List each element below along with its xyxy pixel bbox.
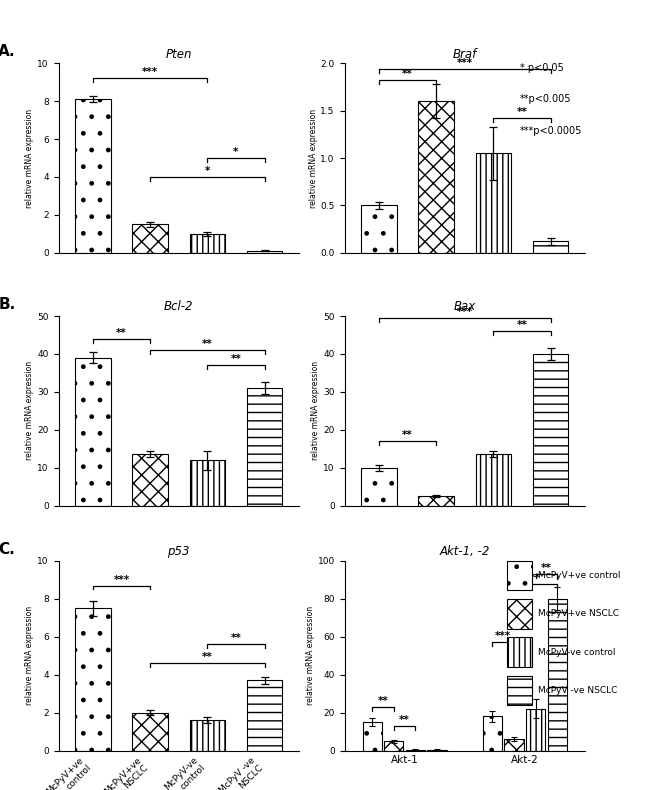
Text: **: ** — [378, 696, 388, 706]
Text: * p<0.05: * p<0.05 — [520, 63, 564, 73]
Bar — [190, 460, 225, 506]
FancyBboxPatch shape — [507, 561, 532, 590]
Bar — [75, 100, 110, 253]
Bar — [419, 496, 454, 506]
Bar — [533, 354, 568, 506]
Bar — [133, 713, 168, 750]
Bar — [419, 101, 454, 253]
Text: **: ** — [517, 107, 527, 117]
Text: **: ** — [116, 328, 127, 338]
Text: **: ** — [530, 573, 541, 583]
Y-axis label: relative mRNA expression: relative mRNA expression — [309, 108, 318, 208]
Text: ***: *** — [114, 574, 129, 585]
Bar — [363, 722, 382, 750]
Text: **: ** — [517, 320, 527, 330]
Text: ***: *** — [142, 67, 158, 77]
Y-axis label: relative mRNA expression: relative mRNA expression — [25, 108, 34, 208]
Bar — [133, 224, 168, 253]
Text: **: ** — [541, 563, 552, 574]
Text: **: ** — [402, 70, 413, 79]
Bar — [384, 741, 404, 750]
Text: ***: *** — [495, 631, 512, 641]
Text: **: ** — [231, 355, 241, 364]
Title: Akt-1, -2: Akt-1, -2 — [439, 545, 490, 559]
Title: Bcl-2: Bcl-2 — [164, 300, 194, 314]
Title: Bax: Bax — [454, 300, 476, 314]
Title: Braf: Braf — [452, 47, 477, 61]
FancyBboxPatch shape — [507, 599, 532, 629]
Text: ***p<0.0005: ***p<0.0005 — [520, 126, 582, 136]
Bar — [504, 739, 524, 750]
Bar — [190, 720, 225, 750]
Bar — [483, 717, 502, 750]
Bar — [75, 608, 110, 750]
Text: *: * — [233, 147, 239, 157]
Bar — [247, 680, 282, 750]
FancyBboxPatch shape — [507, 675, 532, 705]
Title: p53: p53 — [168, 545, 190, 559]
Text: ***: *** — [457, 58, 473, 68]
Y-axis label: relative mRNA expression: relative mRNA expression — [25, 606, 34, 705]
Bar — [75, 358, 110, 506]
Bar — [361, 468, 396, 506]
Text: C.: C. — [0, 542, 15, 557]
Text: **: ** — [402, 431, 413, 440]
Text: McPyV+ve control: McPyV+ve control — [538, 571, 621, 580]
Bar — [247, 251, 282, 253]
Bar — [247, 388, 282, 506]
Text: **: ** — [202, 339, 213, 349]
Bar — [533, 242, 568, 253]
Text: *: * — [205, 166, 210, 176]
Bar — [361, 205, 396, 253]
Text: **: ** — [399, 715, 410, 725]
Text: **: ** — [202, 653, 213, 662]
Y-axis label: relative mRNA expression: relative mRNA expression — [311, 361, 320, 461]
Text: A.: A. — [0, 44, 16, 59]
Text: ***: *** — [457, 307, 473, 317]
Bar — [548, 599, 567, 750]
FancyBboxPatch shape — [507, 638, 532, 667]
Text: **p<0.005: **p<0.005 — [520, 95, 571, 104]
Text: McPyV+ve NSCLC: McPyV+ve NSCLC — [538, 609, 619, 619]
Text: **: ** — [231, 634, 241, 643]
Text: B.: B. — [0, 297, 16, 312]
Bar — [476, 153, 511, 253]
Bar — [476, 454, 511, 506]
Text: McPyV-ve control: McPyV-ve control — [538, 648, 616, 656]
Text: McPyV -ve NSCLC: McPyV -ve NSCLC — [538, 686, 617, 695]
Bar — [526, 709, 545, 750]
Y-axis label: relative mRNA expression: relative mRNA expression — [25, 361, 34, 461]
Title: Pten: Pten — [166, 47, 192, 61]
Y-axis label: relative mRNA expression: relative mRNA expression — [306, 606, 315, 705]
Bar — [133, 454, 168, 506]
Bar — [190, 234, 225, 253]
